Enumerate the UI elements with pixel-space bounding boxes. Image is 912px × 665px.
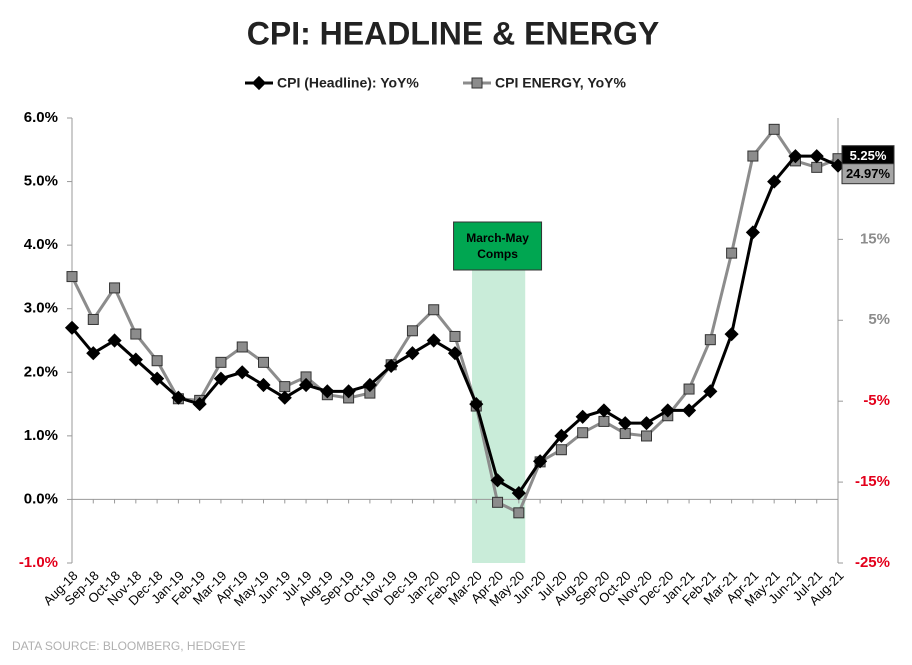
data-point — [767, 174, 782, 189]
data-point — [469, 397, 484, 412]
legend-label: CPI ENERGY, YoY% — [495, 75, 627, 91]
data-point — [492, 496, 504, 508]
data-point — [109, 282, 121, 294]
data-point — [298, 377, 314, 393]
legend-marker — [251, 75, 267, 91]
data-point — [87, 313, 99, 325]
y-tick-label: -1.0% — [19, 554, 58, 571]
data-point — [683, 383, 695, 395]
value-label: 5.25% — [850, 148, 887, 163]
data-point — [596, 403, 612, 418]
data-point — [320, 384, 335, 399]
source-note: DATA SOURCE: BLOOMBERG, HEDGEYE — [12, 639, 246, 653]
data-point — [598, 415, 610, 427]
data-point — [554, 428, 569, 443]
data-point — [405, 346, 420, 361]
data-point — [235, 365, 250, 380]
data-point — [768, 123, 780, 135]
data-point — [213, 371, 229, 386]
data-point — [362, 377, 377, 393]
y-tick-label: 4.0% — [24, 236, 58, 253]
data-point — [513, 507, 525, 519]
y-tick-label: 0.0% — [24, 490, 58, 507]
data-point — [150, 371, 165, 386]
data-point — [64, 320, 80, 335]
y-tick-label: 6.0% — [24, 109, 58, 126]
data-point — [384, 358, 399, 373]
y2-tick-label: -25% — [855, 554, 890, 571]
annotation-text: March-May — [466, 231, 529, 245]
data-point — [192, 397, 207, 412]
data-point — [279, 381, 291, 393]
series-line — [70, 154, 839, 496]
legend-marker — [471, 77, 483, 89]
data-point — [703, 384, 718, 399]
data-point — [639, 416, 654, 431]
data-point — [726, 247, 738, 259]
data-point — [277, 390, 292, 405]
y-tick-label: 1.0% — [24, 427, 58, 444]
data-point — [577, 427, 589, 439]
chart-title: CPI: HEADLINE & ENERGY — [247, 15, 659, 51]
y2-tick-label: -15% — [855, 473, 890, 490]
data-point — [128, 352, 143, 367]
data-point — [618, 416, 633, 431]
data-point — [641, 430, 652, 442]
data-point — [704, 334, 716, 346]
legend-label: CPI (Headline): YoY% — [277, 75, 419, 91]
y2-tick-label: -5% — [863, 392, 890, 409]
data-point — [171, 390, 186, 405]
data-point — [236, 341, 248, 353]
data-point — [86, 346, 101, 361]
data-point — [151, 355, 163, 367]
data-point — [107, 333, 122, 348]
data-point — [256, 377, 271, 393]
data-point — [428, 304, 440, 316]
data-point — [533, 454, 548, 469]
data-point — [660, 403, 675, 418]
value-label: 24.97% — [846, 166, 891, 181]
annotation-text: Comps — [477, 247, 518, 261]
y-tick-label: 5.0% — [24, 173, 58, 190]
y2-tick-label: 5% — [868, 311, 890, 328]
y2-tick-label: 15% — [860, 230, 890, 247]
data-point — [447, 346, 463, 361]
data-point — [66, 271, 78, 283]
data-point — [724, 327, 739, 342]
data-point — [341, 384, 356, 399]
annotation-box — [453, 221, 543, 271]
series-line — [70, 126, 839, 515]
value-label-box — [841, 163, 895, 185]
data-point — [747, 150, 759, 162]
y-tick-label: 3.0% — [24, 300, 58, 317]
data-point — [406, 325, 418, 337]
data-point — [511, 486, 526, 501]
data-point — [745, 225, 760, 240]
data-point — [490, 473, 505, 488]
data-point — [788, 149, 803, 164]
data-point — [681, 403, 697, 418]
data-point — [449, 330, 461, 342]
data-point — [215, 356, 227, 368]
data-point — [130, 328, 142, 340]
y-tick-label: 2.0% — [24, 363, 58, 380]
data-point — [555, 444, 567, 456]
data-point — [258, 356, 269, 368]
data-point — [575, 409, 590, 424]
data-point — [811, 161, 823, 173]
data-point — [426, 333, 441, 348]
data-point — [809, 149, 824, 164]
